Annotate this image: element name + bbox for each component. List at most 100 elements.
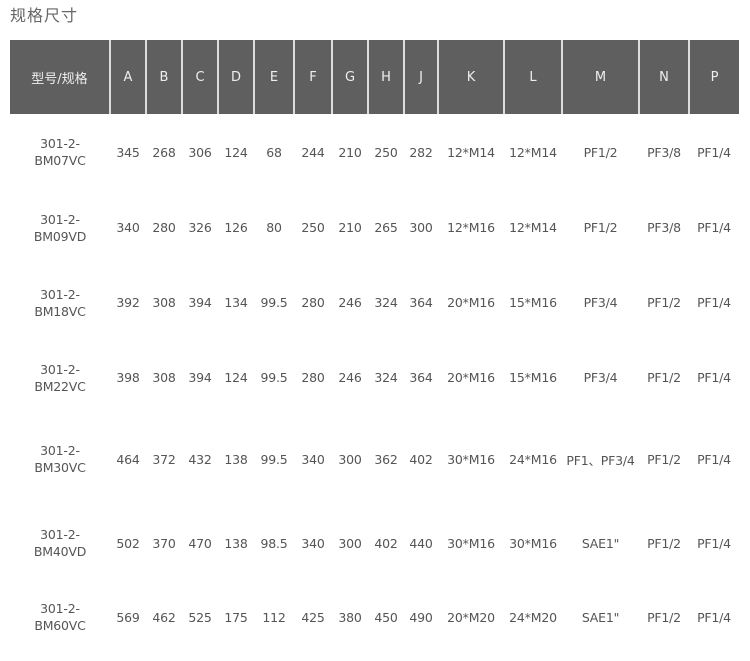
column-header: F	[294, 40, 333, 114]
value-cell: PF1、PF3/4	[566, 452, 635, 468]
value-cell: 15*M16	[509, 370, 557, 385]
value-cell: 175	[224, 609, 248, 625]
value-cell: 24*M20	[509, 609, 557, 625]
value-cell: 112	[262, 609, 286, 625]
column-header: D	[218, 40, 255, 114]
value-cell: 99.5	[260, 295, 288, 310]
column-header: N	[639, 40, 690, 114]
value-cell: PF1/4	[697, 295, 731, 310]
table-row: 301-2- BM07VC 345 268 306 124 68 244 210 250 282 12…	[10, 114, 739, 190]
value-cell: 126	[224, 220, 248, 235]
value-cell: PF1/4	[697, 451, 731, 467]
value-cell: 324	[374, 370, 398, 385]
value-cell: 306	[188, 144, 212, 160]
column-header: B	[146, 40, 183, 114]
value-cell: 300	[338, 535, 362, 551]
model-cell: 301-2- BM40VD	[10, 503, 110, 583]
value-cell: 268	[152, 144, 176, 160]
table-row: 301-2- BM60VC 569 462 525 175 112 425 380 450 490 2…	[10, 583, 739, 651]
value-cell: 20*M16	[447, 295, 495, 310]
value-cell: PF1/2	[647, 535, 681, 551]
value-cell: 462	[152, 609, 176, 625]
model-cell: 301-2- BM60VC	[10, 583, 110, 651]
column-header: L	[504, 40, 563, 114]
model-line: 301-2-	[40, 361, 80, 377]
value-cell: 244	[301, 144, 325, 160]
model-line: 301-2-	[40, 211, 80, 227]
value-cell: 124	[224, 370, 248, 385]
value-cell: 324	[374, 295, 398, 310]
value-cell: 138	[224, 451, 248, 467]
value-cell: 425	[301, 609, 325, 625]
value-cell: 138	[224, 535, 248, 551]
value-cell: 30*M16	[509, 535, 557, 551]
value-cell: 308	[152, 295, 176, 310]
value-cell: 569	[116, 609, 140, 625]
model-cell: 301-2- BM18VC	[10, 265, 110, 340]
value-cell: 450	[374, 609, 398, 625]
value-cell: 370	[152, 535, 176, 551]
value-cell: PF1/4	[697, 535, 731, 551]
value-cell: 280	[301, 295, 325, 310]
value-cell: PF3/8	[647, 144, 681, 160]
table-row: 301-2- BM22VC 398 308 394 124 99.5 280 246 324 364…	[10, 340, 739, 415]
column-header: A	[110, 40, 147, 114]
spec-table: 型号/规格 A B C D E F G H J K L M N P 301-2- BM07VC 345 268 30…	[10, 40, 739, 651]
value-cell: 12*M14	[509, 220, 557, 235]
value-cell: PF1/4	[697, 220, 731, 235]
value-cell: 20*M20	[447, 609, 495, 625]
value-cell: 394	[188, 370, 212, 385]
value-cell: PF1/2	[583, 220, 618, 235]
model-line: 301-2-	[40, 527, 80, 542]
column-header: P	[689, 40, 739, 114]
value-cell: 280	[301, 370, 325, 385]
value-cell: 12*M14	[447, 144, 495, 160]
value-cell: 345	[116, 144, 140, 160]
value-cell: 326	[188, 220, 212, 235]
model-line: BM09VD	[33, 228, 87, 244]
value-cell: 440	[409, 535, 433, 551]
value-cell: 340	[301, 535, 325, 551]
value-cell: 124	[224, 144, 248, 160]
value-cell: 525	[188, 609, 212, 625]
value-cell: 280	[152, 220, 176, 235]
value-cell: 15*M16	[509, 295, 557, 310]
value-cell: 394	[188, 295, 212, 310]
value-cell: 392	[116, 295, 140, 310]
model-line: BM40VD	[33, 544, 87, 559]
column-header: H	[368, 40, 405, 114]
value-cell: PF1/4	[697, 609, 731, 625]
value-cell: 80	[266, 220, 282, 235]
model-cell: 301-2- BM09VD	[10, 190, 110, 265]
model-line: BM22VC	[34, 378, 86, 394]
value-cell: 300	[409, 220, 433, 235]
column-header: C	[182, 40, 219, 114]
value-cell: 432	[188, 451, 212, 467]
value-cell: 380	[338, 609, 362, 625]
value-cell: 364	[409, 370, 433, 385]
value-cell: 490	[409, 609, 433, 625]
value-cell: 402	[374, 535, 398, 551]
value-cell: 20*M16	[447, 370, 495, 385]
column-header: 型号/规格	[10, 40, 111, 114]
value-cell: 372	[152, 451, 176, 467]
column-header: K	[438, 40, 505, 114]
value-cell: 24*M16	[509, 451, 557, 467]
value-cell: 12*M14	[509, 144, 557, 160]
value-cell: PF3/4	[583, 370, 618, 385]
value-cell: 68	[266, 144, 282, 160]
model-line: 301-2-	[40, 443, 80, 458]
value-cell: 210	[338, 144, 362, 160]
value-cell: 134	[224, 295, 248, 310]
value-cell: 30*M16	[447, 451, 495, 467]
value-cell: 398	[116, 370, 140, 385]
value-cell: PF3/8	[647, 220, 681, 235]
table-row: 301-2- BM09VD 340 280 326 126 80 250 210 265 300 12…	[10, 190, 739, 265]
value-cell: PF3/4	[583, 295, 618, 310]
value-cell: PF1/4	[697, 144, 731, 160]
value-cell: 30*M16	[447, 535, 495, 551]
header-row: 型号/规格 A B C D E F G H J K L M N P	[10, 40, 739, 114]
column-header: J	[404, 40, 439, 114]
table-row: 301-2- BM18VC 392 308 394 134 99.5 280 246 324 364…	[10, 265, 739, 340]
section-title: 规格尺寸	[10, 6, 79, 25]
